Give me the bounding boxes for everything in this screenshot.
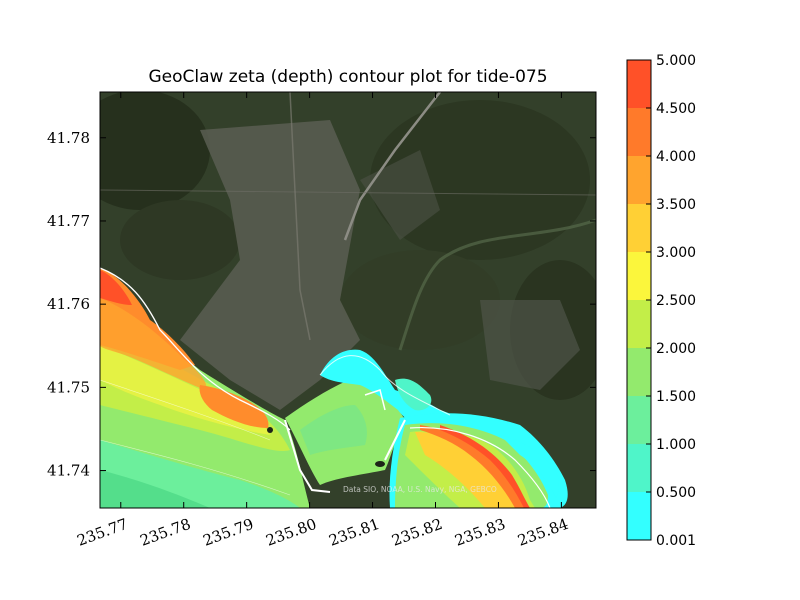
highway xyxy=(343,92,441,241)
map-attribution: Data SIO, NOAA, U.S. Navy, NGA, GEBCO xyxy=(343,485,497,494)
plot-area: Data SIO, NOAA, U.S. Navy, NGA, GEBCO xyxy=(100,92,596,508)
inundation-east-3.0 xyxy=(415,432,522,508)
y-tick-label: 41.75 xyxy=(47,378,90,396)
colorbar-segment xyxy=(627,492,651,540)
colorbar-segment xyxy=(627,60,651,108)
town-area xyxy=(480,300,580,390)
y-axis: 41.74 41.75 41.76 41.77 41.78 xyxy=(47,129,596,480)
x-tick-label: 235.78 xyxy=(138,515,193,550)
inundation-bay-high xyxy=(199,385,269,428)
coastline-contour xyxy=(319,355,451,416)
inundation-shelf-lowest xyxy=(100,470,210,508)
colorbar: 0.001 0.500 1.000 1.500 2.000 2.500 3.000 3.500… xyxy=(626,53,696,549)
colorbar-label: 4.500 xyxy=(656,101,696,117)
colorbar-label: 2.500 xyxy=(656,293,696,309)
y-tick-label: 41.78 xyxy=(47,129,90,147)
colorbar-label: 2.000 xyxy=(656,341,696,357)
colorbar-label: 1.000 xyxy=(656,437,696,453)
colorbar-segment xyxy=(627,444,651,492)
inundation-estuary xyxy=(320,349,470,428)
x-tick-label: 235.82 xyxy=(389,515,444,550)
inundation-east-peak xyxy=(440,425,530,508)
colorbar-label: 1.500 xyxy=(656,389,696,405)
contour-line xyxy=(100,439,291,496)
road xyxy=(100,189,596,196)
inundation-west-peak xyxy=(100,270,132,305)
jetty xyxy=(364,389,386,411)
island xyxy=(375,461,385,467)
colorbar-label: 5.000 xyxy=(656,53,696,69)
forest-patch xyxy=(120,200,240,280)
jetty xyxy=(384,419,406,461)
colorbar-segment xyxy=(627,156,651,204)
x-tick-label: 235.80 xyxy=(263,515,318,550)
coastline-contour xyxy=(100,267,291,431)
inundation-east-edge xyxy=(500,435,559,498)
x-tick-label: 235.77 xyxy=(75,515,130,550)
island xyxy=(267,427,273,433)
colorbar-label: 0.500 xyxy=(656,485,696,501)
colorbar-segment xyxy=(627,108,651,156)
y-tick-label: 41.74 xyxy=(47,462,90,480)
coastline-contour xyxy=(409,426,551,508)
inundation-harbor-inner xyxy=(300,405,367,455)
jetty xyxy=(284,419,331,493)
colorbar-label: 4.000 xyxy=(656,149,696,165)
inundation-east-4.0 xyxy=(420,425,528,508)
colorbar-label: 3.000 xyxy=(656,245,696,261)
colorbar-segment xyxy=(627,204,651,252)
axes-frame xyxy=(99,91,597,509)
x-tick-label: 235.83 xyxy=(452,515,507,550)
colorbar-segment xyxy=(627,300,651,348)
x-tick-label: 235.84 xyxy=(515,515,570,550)
forest-patch xyxy=(100,92,210,210)
colorbar-label: 0.001 xyxy=(656,533,696,549)
colorbar-segment xyxy=(627,252,651,300)
x-tick-label: 235.81 xyxy=(326,515,381,550)
chart-title: GeoClaw zeta (depth) contour plot for ti… xyxy=(148,67,547,87)
river xyxy=(398,218,596,351)
forest-patch xyxy=(340,250,500,350)
road xyxy=(289,92,311,341)
colorbar-segment xyxy=(627,348,651,396)
colorbar-segment xyxy=(627,396,651,444)
inundation-estuary-2 xyxy=(395,378,432,411)
colorbar-label: 3.500 xyxy=(656,197,696,213)
x-tick-label: 235.79 xyxy=(201,515,256,550)
y-tick-label: 41.77 xyxy=(47,212,90,230)
inundation-west-mid xyxy=(100,298,207,390)
y-tick-label: 41.76 xyxy=(47,295,90,313)
contour-line xyxy=(100,379,271,441)
